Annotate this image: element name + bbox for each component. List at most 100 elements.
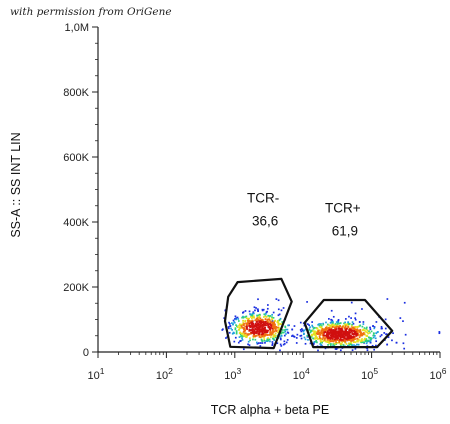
event-dot [345, 330, 348, 333]
event-dot [246, 326, 248, 329]
event-dot [346, 333, 349, 335]
event-dot [322, 332, 324, 335]
event-dot [395, 341, 398, 344]
event-dot [330, 325, 333, 328]
event-dot [359, 340, 362, 343]
event-dot [254, 325, 256, 328]
event-dot [324, 340, 327, 343]
event-dot [312, 333, 315, 336]
event-dot [235, 330, 238, 332]
event-dot [264, 321, 267, 324]
event-dot [357, 338, 360, 341]
event-dot [284, 325, 287, 328]
event-dot [259, 326, 262, 328]
event-dot [244, 329, 247, 331]
event-dot [351, 338, 354, 341]
event-dot [336, 324, 339, 327]
event-dot [266, 333, 269, 336]
event-dot [384, 318, 387, 321]
event-dot [375, 332, 378, 335]
event-dot [337, 319, 340, 322]
event-dot [257, 326, 259, 329]
event-dot [362, 323, 365, 325]
event-dot [258, 327, 261, 330]
event-dot [330, 335, 333, 338]
event-dot [251, 328, 254, 330]
event-dot [223, 317, 226, 319]
event-dot [353, 332, 356, 335]
event-dot [261, 334, 263, 337]
event-dot [243, 324, 245, 326]
event-dot [275, 329, 278, 332]
event-dot [310, 330, 312, 333]
event-dot [275, 298, 278, 300]
event-dot [350, 342, 353, 344]
event-dot [316, 332, 318, 334]
event-dot [252, 326, 254, 329]
event-dot [258, 325, 261, 327]
event-dot [259, 345, 262, 347]
event-dot [320, 329, 323, 332]
event-dot [247, 343, 249, 346]
event-dot [234, 315, 237, 318]
event-dot [239, 340, 241, 343]
event-dot [347, 333, 350, 335]
event-dot [265, 316, 268, 318]
event-dot [331, 334, 334, 337]
event-dot [262, 308, 265, 311]
event-dot [349, 336, 352, 339]
event-dot [239, 324, 242, 326]
y-axis-title: SS-A :: SS INT LIN [9, 132, 23, 237]
event-dot [313, 337, 315, 340]
event-dot [341, 331, 343, 334]
event-dot [348, 330, 351, 332]
event-dot [356, 330, 359, 333]
event-dot [257, 327, 259, 330]
event-dot [330, 327, 333, 330]
event-dot [271, 317, 274, 320]
event-dot [251, 321, 254, 324]
event-dot [347, 335, 350, 338]
event-dot [303, 332, 305, 335]
event-dot [392, 332, 394, 335]
event-dot [256, 330, 259, 333]
event-dot [361, 325, 364, 328]
event-dot [247, 319, 250, 322]
event-dot [287, 324, 289, 327]
event-dot [243, 328, 246, 330]
event-dot [306, 334, 309, 337]
event-dot [344, 318, 347, 320]
event-dot [334, 342, 337, 345]
event-dot [350, 327, 353, 330]
event-dot [345, 337, 347, 340]
event-dot [379, 335, 382, 338]
event-dot [318, 332, 321, 335]
event-dot [344, 326, 347, 329]
event-dot [235, 318, 238, 321]
event-dot [330, 329, 332, 332]
event-dot [359, 334, 362, 336]
event-dot [330, 336, 333, 339]
event-dot [249, 326, 252, 329]
event-dot [239, 333, 242, 336]
event-dot [247, 320, 249, 323]
event-dot [325, 334, 328, 337]
event-dot [350, 301, 353, 304]
event-dot [403, 347, 406, 350]
event-dot [334, 348, 337, 350]
event-dot [307, 338, 309, 341]
event-dot [237, 318, 240, 320]
event-dot [263, 338, 266, 341]
x-tick-label: 102 [156, 366, 173, 382]
event-dot [253, 306, 256, 309]
event-dot [308, 324, 310, 327]
event-dot [331, 337, 334, 340]
event-dot [356, 343, 358, 346]
event-dot [328, 333, 331, 335]
event-dot [362, 333, 365, 335]
event-dot [339, 322, 342, 324]
event-dot [353, 341, 355, 343]
event-dot [293, 325, 296, 327]
event-dot [252, 328, 255, 331]
event-dot [234, 336, 237, 339]
